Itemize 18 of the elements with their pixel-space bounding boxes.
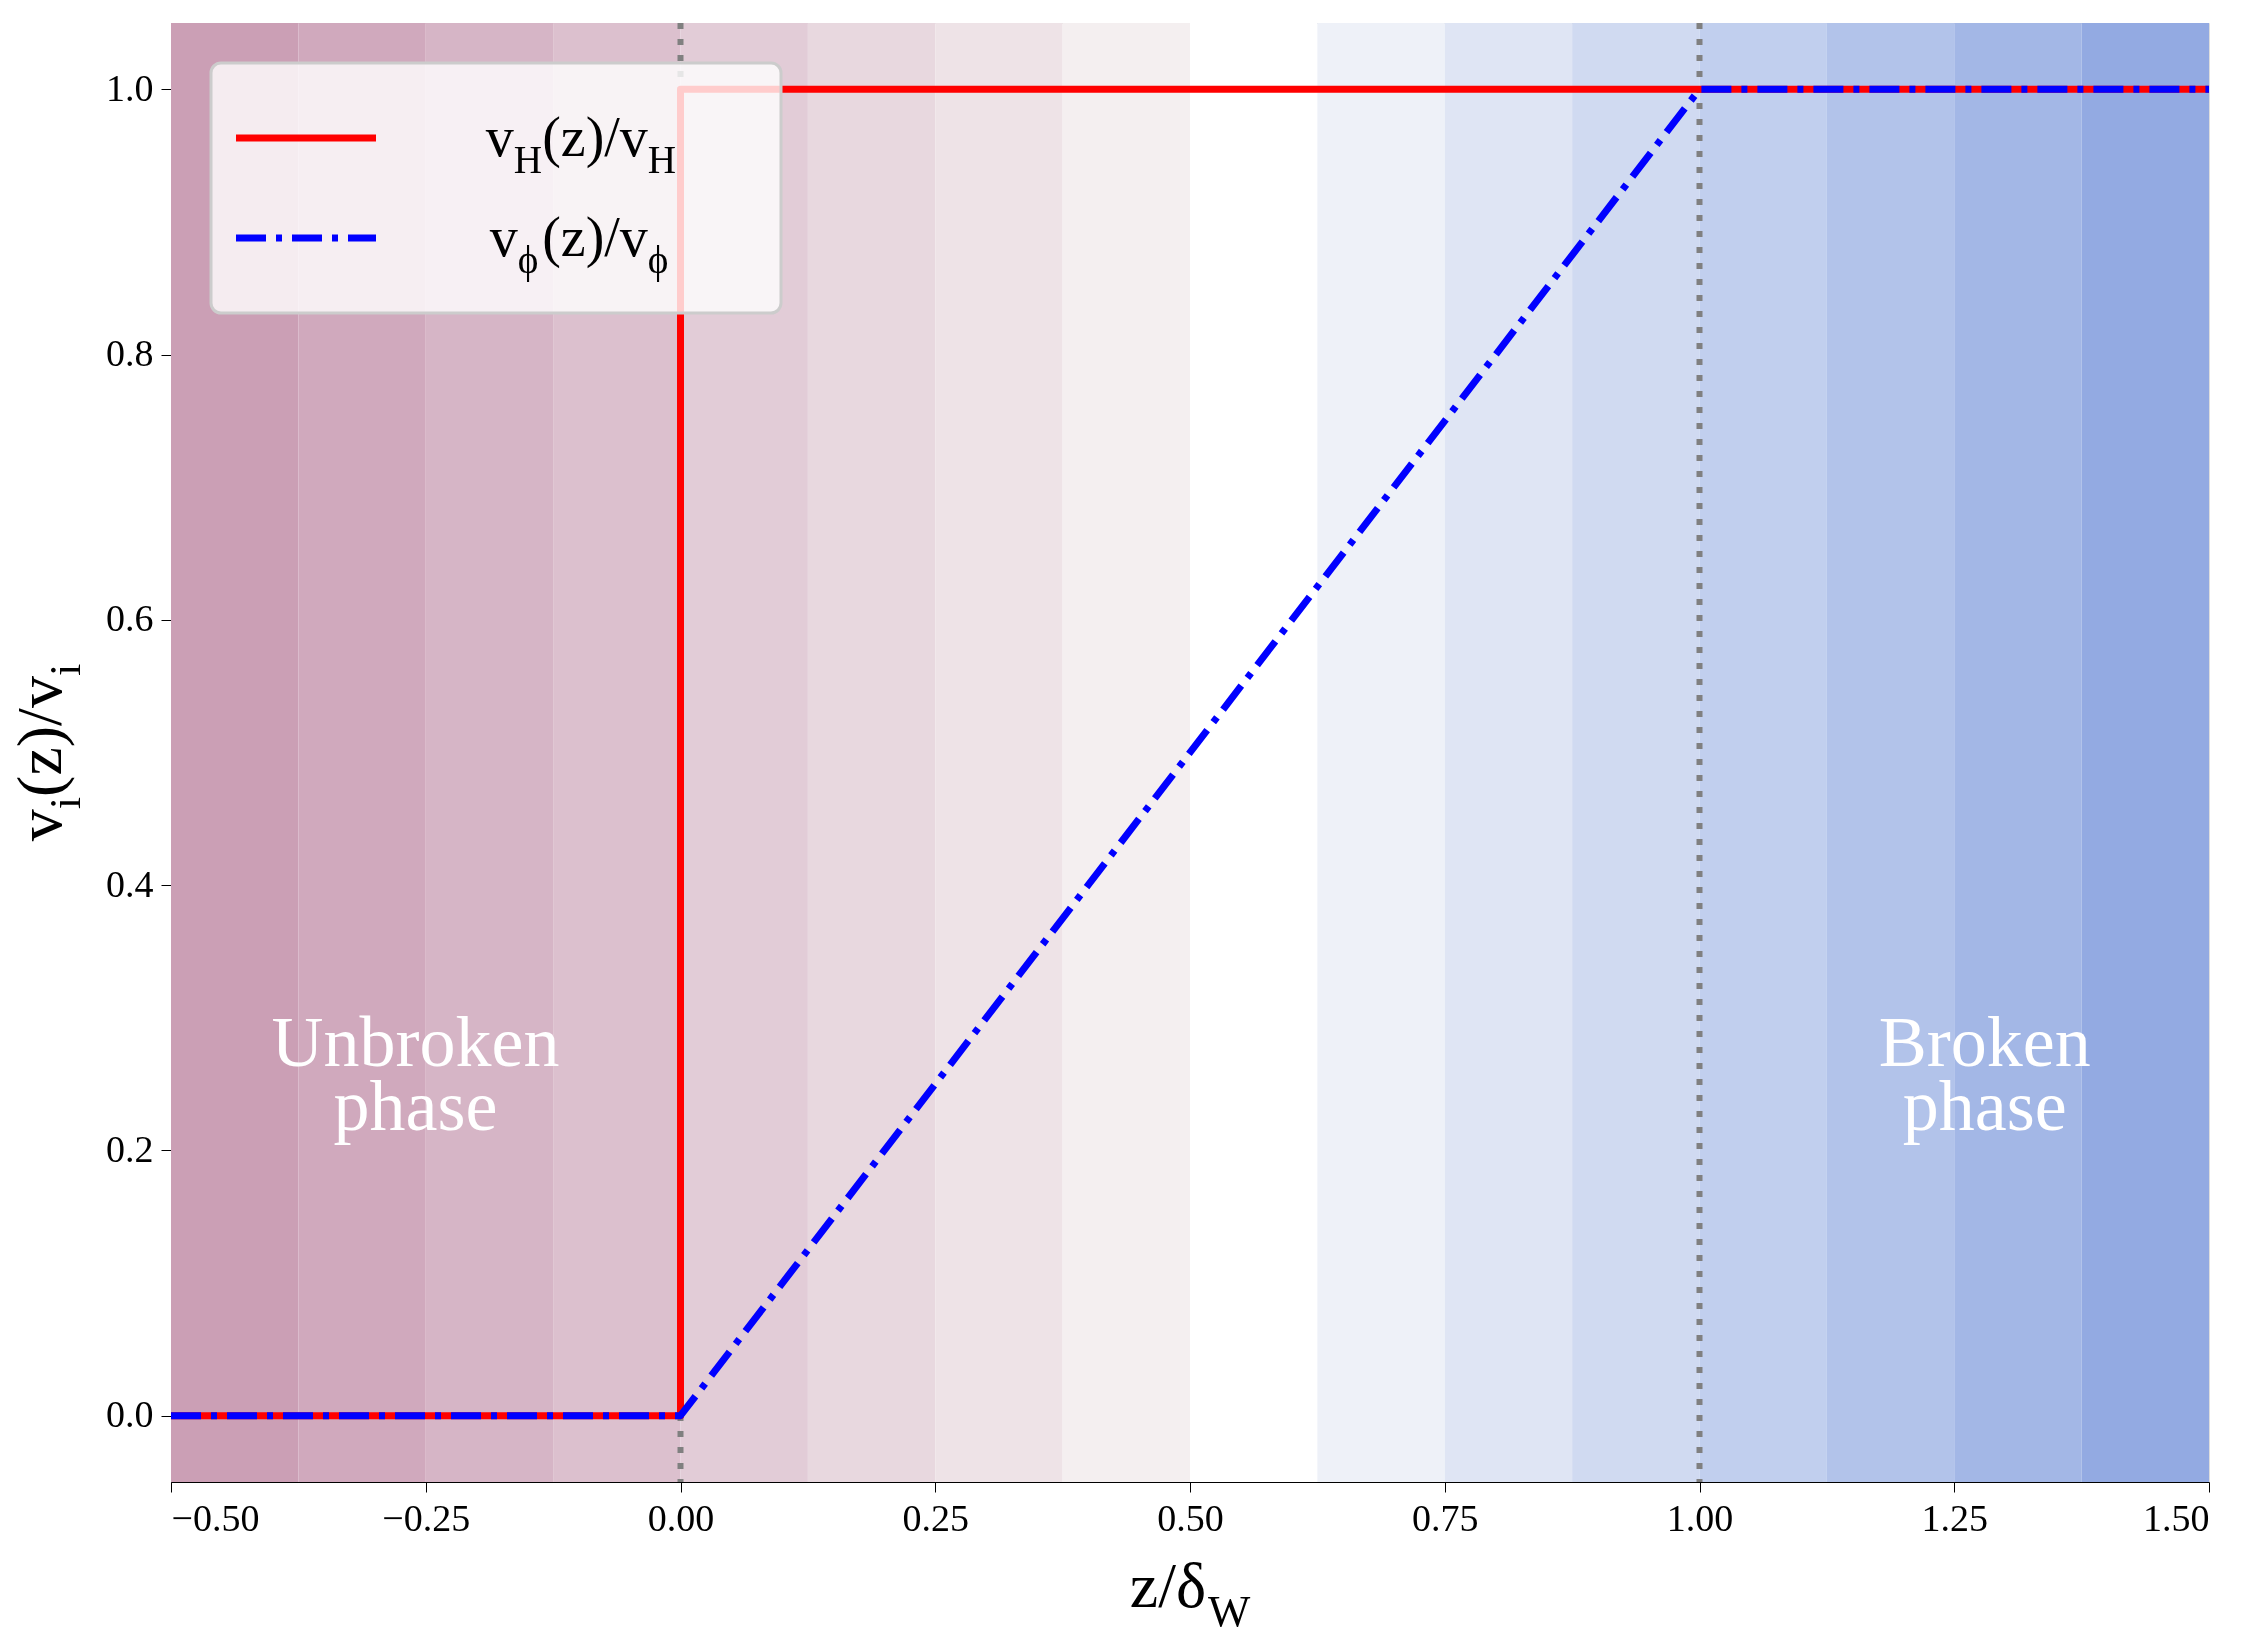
x-tick-label: 1.50 xyxy=(2143,1496,2210,1539)
y-tick-label: 0.8 xyxy=(106,332,154,375)
y-tick-label: 0.0 xyxy=(106,1393,154,1436)
annotation: Unbroken phase xyxy=(271,1002,560,1147)
x-tick-label: 0.50 xyxy=(1157,1496,1224,1539)
x-tick-label: 0.00 xyxy=(647,1496,715,1539)
x-tick-label: 1.00 xyxy=(1666,1496,1734,1539)
y-tick-label: 0.4 xyxy=(106,862,154,905)
x-tick-label: −0.25 xyxy=(382,1496,471,1539)
x-tick-label: 0.75 xyxy=(1412,1496,1479,1539)
y-tick-label: 1.0 xyxy=(106,66,154,109)
y-axis-title: vi(z)/vi xyxy=(4,663,91,842)
annotation: Broken phase xyxy=(1878,1002,2091,1147)
y-tick-label: 0.2 xyxy=(106,1127,154,1170)
y-tick-label: 0.6 xyxy=(106,597,154,640)
x-tick-label: 0.25 xyxy=(902,1496,969,1539)
x-tick-label: −0.50 xyxy=(171,1496,260,1539)
x-tick-label: 1.25 xyxy=(1921,1496,1988,1539)
